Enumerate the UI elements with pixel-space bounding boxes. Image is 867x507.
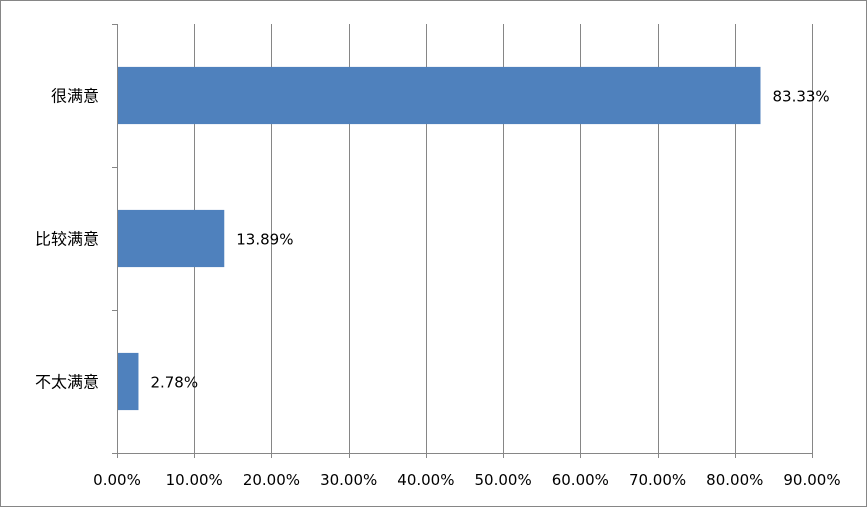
x-tick-label: 50.00% xyxy=(475,471,532,489)
bar xyxy=(118,66,761,125)
x-tick-label: 20.00% xyxy=(243,471,300,489)
x-tick-label: 80.00% xyxy=(706,471,763,489)
data-label: 83.33% xyxy=(772,88,829,106)
bar xyxy=(118,352,139,411)
x-tick-label: 40.00% xyxy=(397,471,454,489)
x-tick-label: 0.00% xyxy=(93,471,141,489)
bar xyxy=(118,209,225,268)
x-tick-label: 90.00% xyxy=(783,471,840,489)
x-tick-label: 70.00% xyxy=(629,471,686,489)
data-label: 2.78% xyxy=(150,374,198,392)
x-tick-label: 10.00% xyxy=(166,471,223,489)
category-label: 很满意 xyxy=(51,87,99,106)
x-tick-label: 60.00% xyxy=(552,471,609,489)
category-label: 比较满意 xyxy=(35,230,99,249)
data-label: 13.89% xyxy=(236,231,293,249)
x-tick-label: 30.00% xyxy=(320,471,377,489)
category-label: 不太满意 xyxy=(35,373,99,392)
